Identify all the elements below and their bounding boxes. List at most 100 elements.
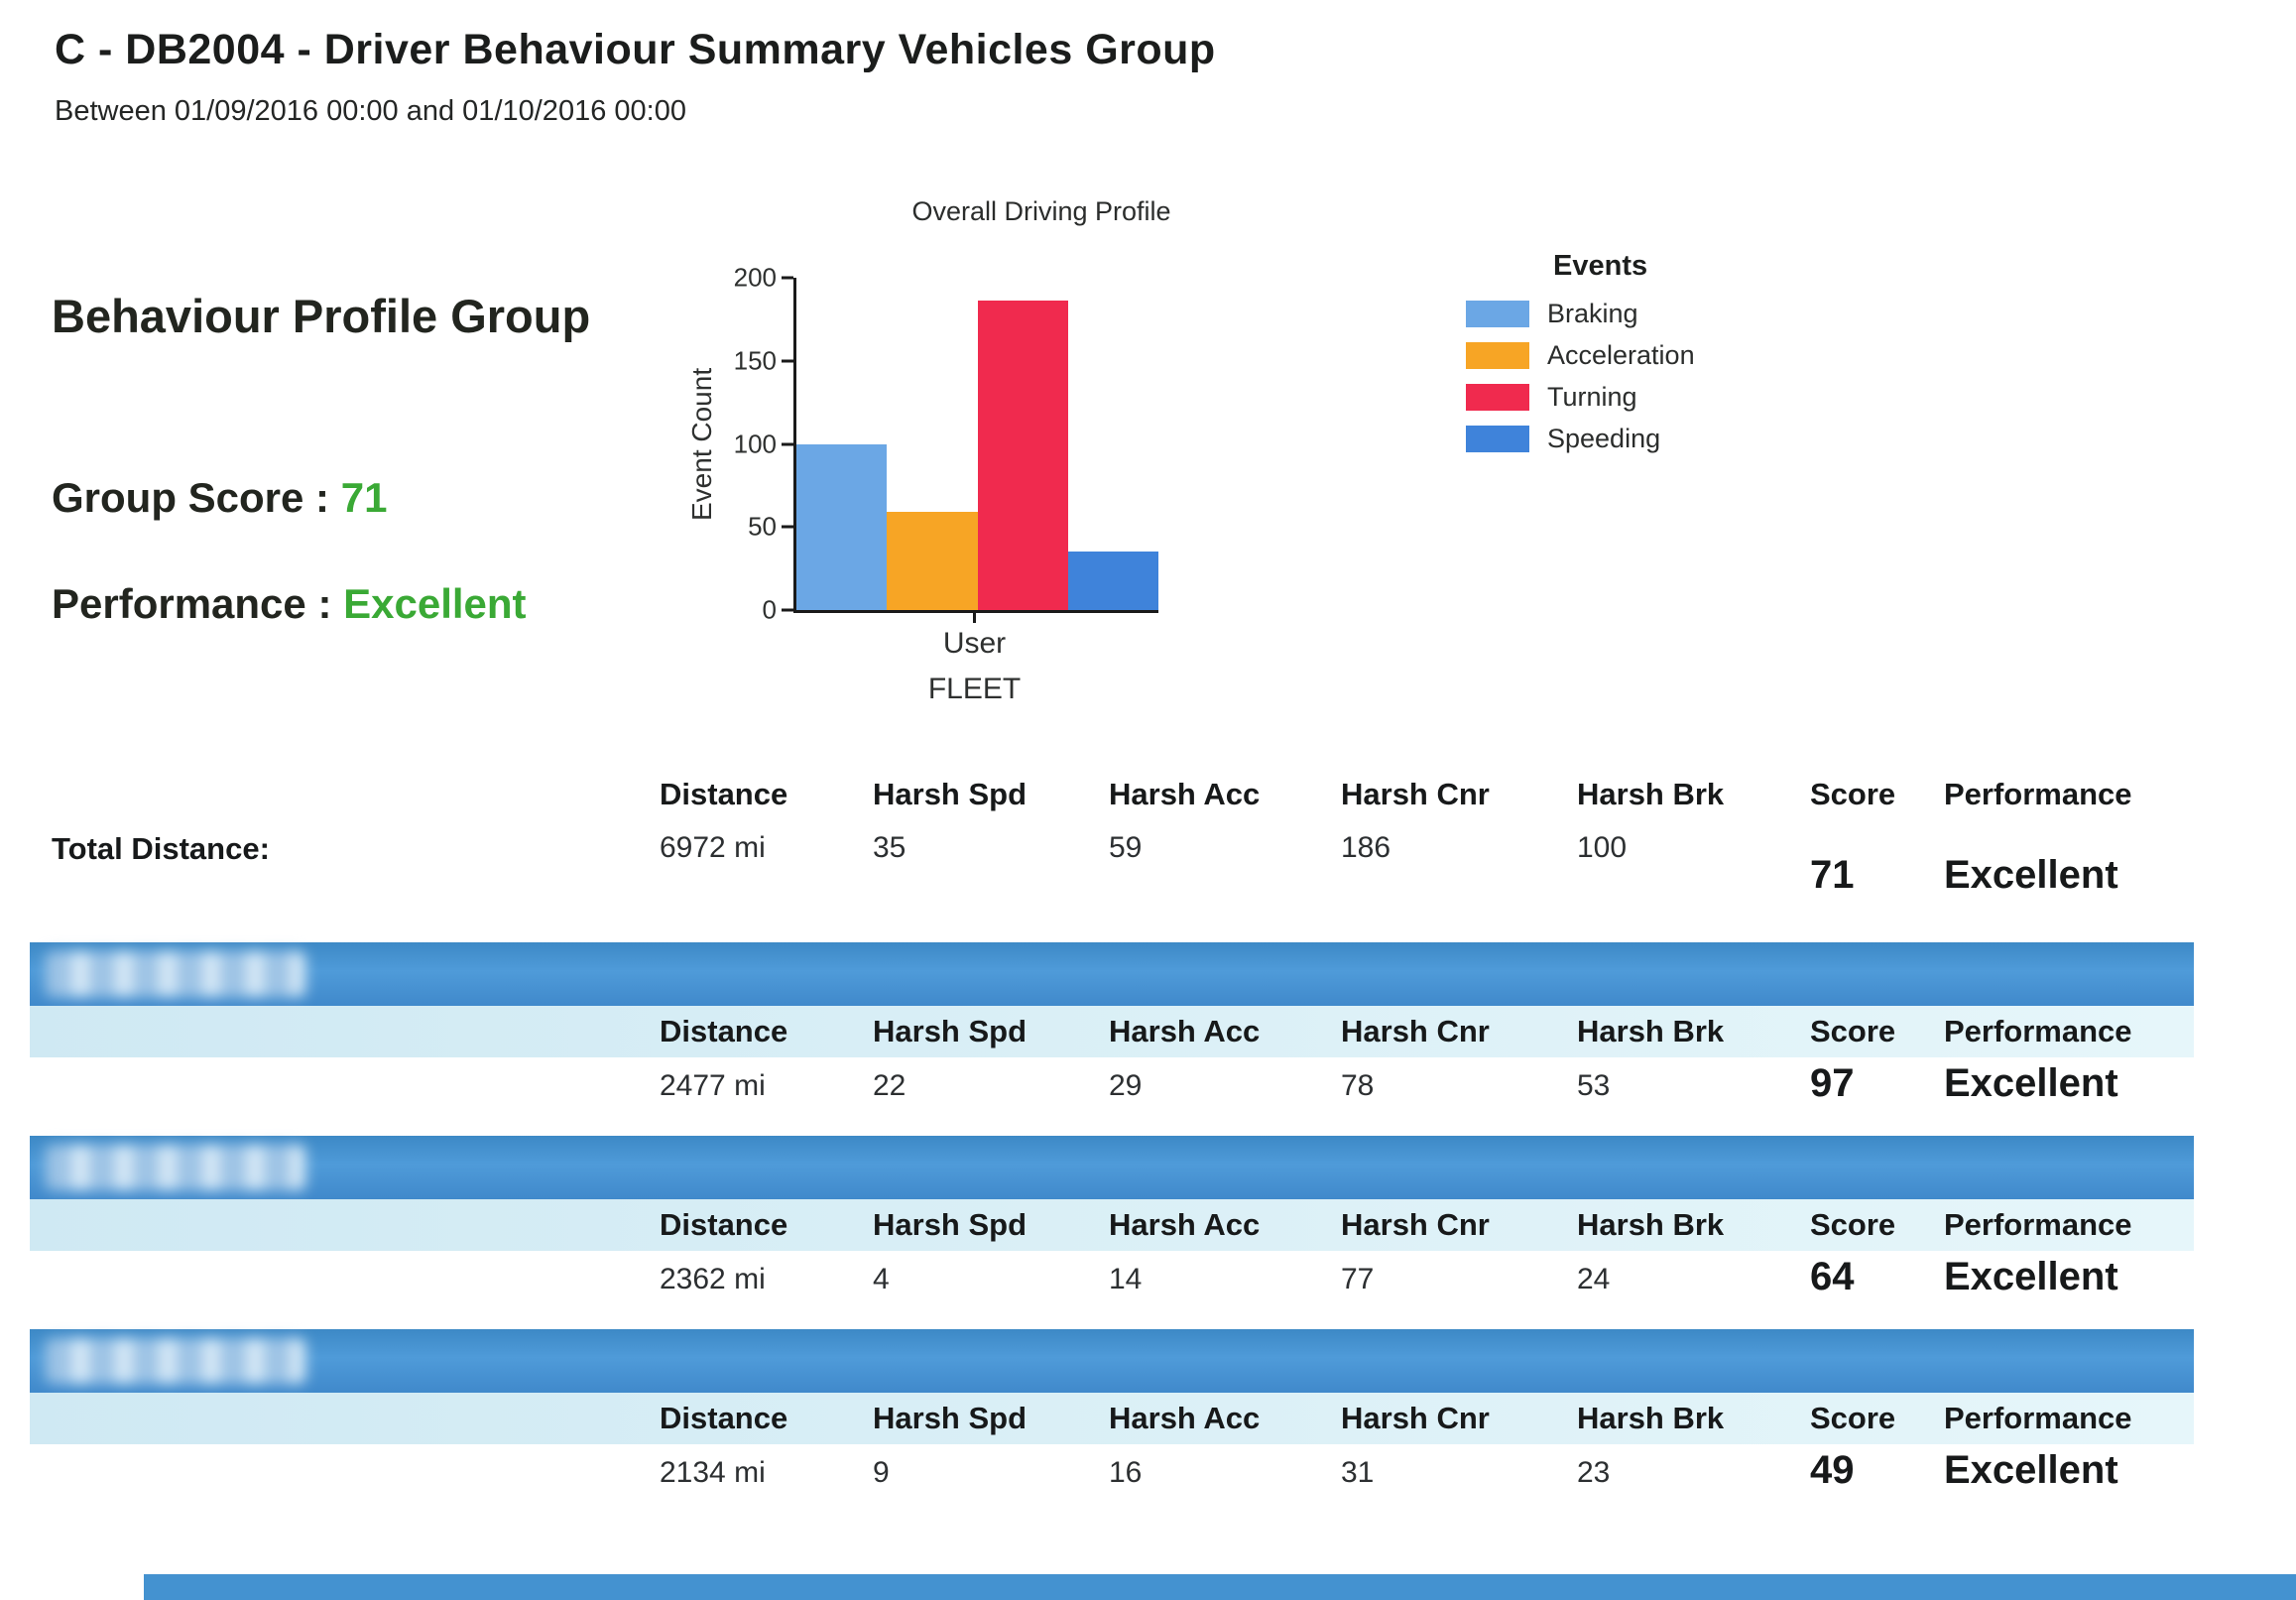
vehicle-score: 64 xyxy=(1810,1255,1855,1298)
vehicle-score: 97 xyxy=(1810,1061,1855,1105)
column-header: Distance xyxy=(660,777,788,811)
column-header: Harsh Brk xyxy=(1577,1014,1725,1048)
vehicle-registration-redacted xyxy=(46,1145,305,1190)
vehicle-performance: Excellent xyxy=(1944,1061,2118,1105)
group-harsh-cnr: 186 xyxy=(1341,831,1391,864)
vehicle-harsh-brk: 24 xyxy=(1577,1263,1611,1295)
column-header: Performance xyxy=(1944,1401,2132,1435)
column-header: Harsh Brk xyxy=(1577,777,1725,811)
vehicle-performance: Excellent xyxy=(1944,1255,2118,1298)
column-header: Harsh Acc xyxy=(1109,1014,1261,1048)
column-header: Harsh Acc xyxy=(1109,1401,1261,1435)
performance-value: Excellent xyxy=(343,580,527,627)
chart-legend: Events Braking Acceleration Turning Spee… xyxy=(1466,250,1783,465)
column-header: Harsh Spd xyxy=(873,1401,1027,1435)
group-distance: 6972 mi xyxy=(660,831,766,864)
column-header: Harsh Spd xyxy=(873,1014,1027,1048)
y-tick-100: 100 xyxy=(734,429,793,459)
column-header: Harsh Cnr xyxy=(1341,1401,1490,1435)
vehicle-harsh-spd: 4 xyxy=(873,1263,890,1295)
column-header: Score xyxy=(1810,1014,1896,1048)
legend-item-speeding: Speeding xyxy=(1466,424,1783,454)
column-header: Harsh Cnr xyxy=(1341,777,1490,811)
column-header: Harsh Spd xyxy=(873,777,1027,811)
column-header: Harsh Cnr xyxy=(1341,1207,1490,1242)
speeding-swatch xyxy=(1466,426,1529,452)
chart-plot-area xyxy=(793,278,1158,613)
y-tick-50: 50 xyxy=(748,512,793,543)
legend-item-turning: Turning xyxy=(1466,382,1783,413)
vehicle-table-header: Distance Harsh Spd Harsh Acc Harsh Cnr H… xyxy=(30,1199,2194,1251)
column-header: Harsh Spd xyxy=(873,1207,1027,1242)
chart-title: Overall Driving Profile xyxy=(911,196,1171,226)
truncated-vehicle-banner xyxy=(144,1574,2296,1600)
vehicle-harsh-acc: 29 xyxy=(1109,1069,1143,1102)
vehicle-section: Distance Harsh Spd Harsh Acc Harsh Cnr H… xyxy=(0,942,2296,1131)
vehicle-table-header: Distance Harsh Spd Harsh Acc Harsh Cnr H… xyxy=(30,1393,2194,1444)
group-score-label: Group Score : xyxy=(52,474,330,521)
vehicle-banner xyxy=(30,942,2194,1006)
group-summary-row: Total Distance: 6972 mi 35 59 186 100 71… xyxy=(0,831,2296,897)
report-date-range: Between 01/09/2016 00:00 and 01/10/2016 … xyxy=(55,95,686,127)
group-score: 71 xyxy=(1810,853,1855,897)
column-header: Distance xyxy=(660,1014,788,1048)
turning-swatch xyxy=(1466,384,1529,411)
vehicle-values-row: 2362 mi 4 14 77 24 64 Excellent xyxy=(0,1255,2296,1314)
vehicle-score: 49 xyxy=(1810,1448,1855,1492)
vehicle-harsh-cnr: 31 xyxy=(1341,1456,1375,1489)
legend-label: Speeding xyxy=(1547,424,1661,453)
group-performance: Excellent xyxy=(1944,853,2118,897)
column-header: Score xyxy=(1810,1207,1896,1242)
chart-x-axis-label: FLEET xyxy=(927,673,1022,705)
group-score-line: Group Score : 71 xyxy=(52,474,387,522)
column-header: Distance xyxy=(660,1401,788,1435)
vehicle-section: Distance Harsh Spd Harsh Acc Harsh Cnr H… xyxy=(0,1136,2296,1324)
vehicle-table-header: Distance Harsh Spd Harsh Acc Harsh Cnr H… xyxy=(30,1006,2194,1057)
vehicle-registration-redacted xyxy=(46,951,305,997)
legend-item-acceleration: Acceleration xyxy=(1466,340,1783,371)
column-header: Harsh Acc xyxy=(1109,1207,1261,1242)
column-header: Harsh Cnr xyxy=(1341,1014,1490,1048)
column-header: Performance xyxy=(1944,1207,2132,1242)
total-distance-label: Total Distance: xyxy=(52,831,270,866)
column-header: Distance xyxy=(660,1207,788,1242)
group-harsh-acc: 59 xyxy=(1109,831,1143,864)
column-header: Performance xyxy=(1944,777,2132,811)
vehicle-values-row: 2477 mi 22 29 78 53 97 Excellent xyxy=(0,1061,2296,1121)
column-header: Score xyxy=(1810,1401,1896,1435)
vehicle-section: Distance Harsh Spd Harsh Acc Harsh Cnr H… xyxy=(0,1329,2296,1518)
vehicle-distance: 2477 mi xyxy=(660,1069,766,1102)
vehicle-harsh-spd: 9 xyxy=(873,1456,890,1489)
vehicle-banner xyxy=(30,1329,2194,1393)
legend-item-braking: Braking xyxy=(1466,299,1783,329)
legend-label: Braking xyxy=(1547,299,1638,328)
performance-label: Performance : xyxy=(52,580,332,627)
group-table-header: Distance Harsh Spd Harsh Acc Harsh Cnr H… xyxy=(0,777,2296,826)
y-tick-150: 150 xyxy=(734,345,793,376)
column-header: Harsh Brk xyxy=(1577,1207,1725,1242)
vehicle-registration-redacted xyxy=(46,1338,305,1384)
column-header: Harsh Brk xyxy=(1577,1401,1725,1435)
vehicle-distance: 2134 mi xyxy=(660,1456,766,1489)
vehicle-performance: Excellent xyxy=(1944,1448,2118,1492)
bar-turning xyxy=(977,301,1068,610)
vehicle-harsh-acc: 14 xyxy=(1109,1263,1143,1295)
report-title: C - DB2004 - Driver Behaviour Summary Ve… xyxy=(55,26,1216,73)
vehicle-values-row: 2134 mi 9 16 31 23 49 Excellent xyxy=(0,1448,2296,1508)
vehicle-harsh-brk: 23 xyxy=(1577,1456,1611,1489)
bar-acceleration xyxy=(887,512,978,610)
vehicle-harsh-cnr: 78 xyxy=(1341,1069,1375,1102)
braking-swatch xyxy=(1466,301,1529,327)
group-harsh-brk: 100 xyxy=(1577,831,1628,864)
vehicle-harsh-spd: 22 xyxy=(873,1069,906,1102)
vehicle-harsh-cnr: 77 xyxy=(1341,1263,1375,1295)
group-harsh-spd: 35 xyxy=(873,831,906,864)
group-score-value: 71 xyxy=(340,474,388,521)
chart-x-tick-label: User xyxy=(942,627,1007,660)
y-tick-200: 200 xyxy=(734,263,793,294)
vehicle-harsh-brk: 53 xyxy=(1577,1069,1611,1102)
acceleration-swatch xyxy=(1466,342,1529,369)
vehicle-distance: 2362 mi xyxy=(660,1263,766,1295)
column-header: Harsh Acc xyxy=(1109,777,1261,811)
